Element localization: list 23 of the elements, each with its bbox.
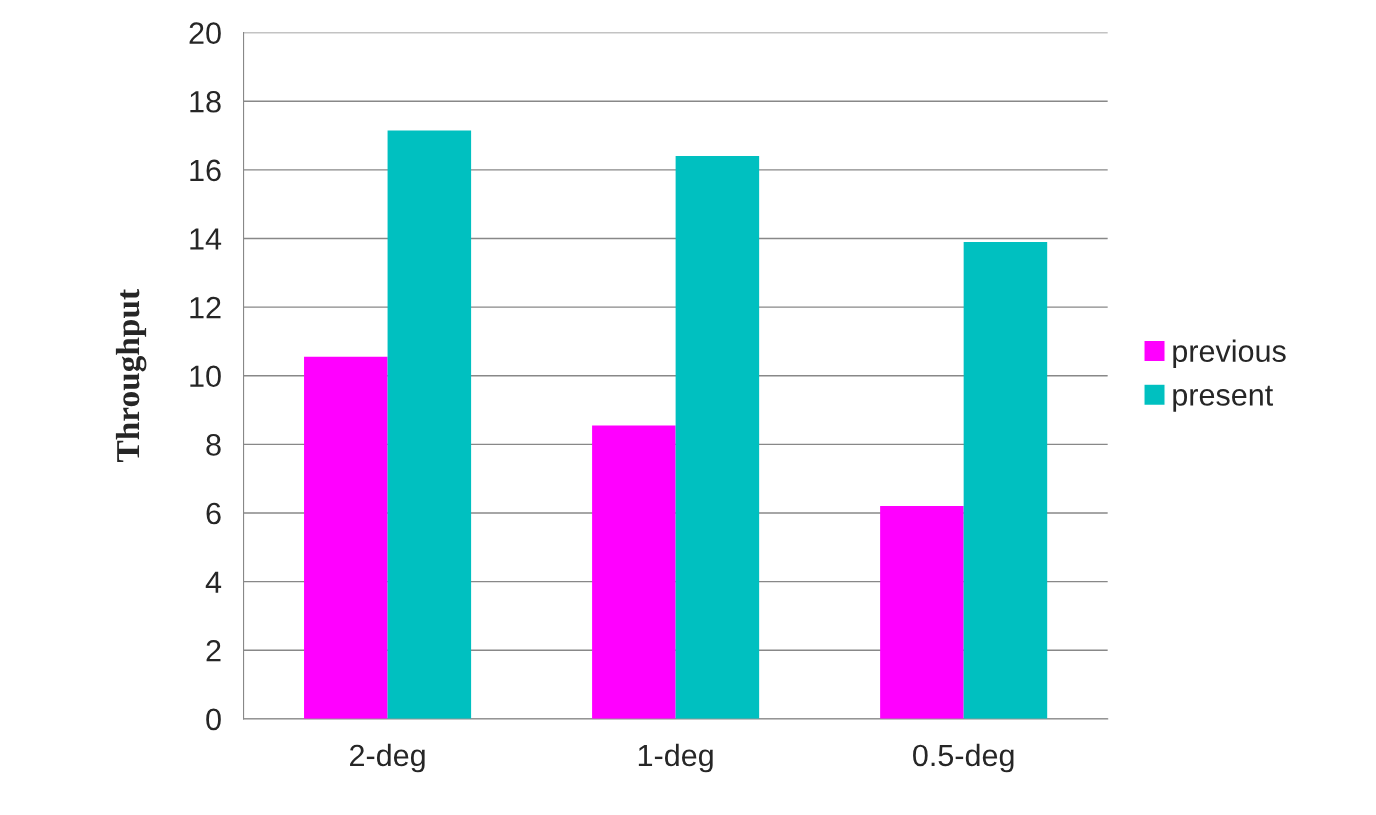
bar: [963, 241, 1048, 719]
y-tick-label: 6: [206, 502, 221, 525]
y-tick-label: 4: [205, 571, 222, 593]
bar: [592, 425, 676, 719]
y-tick-label: 14: [190, 228, 222, 250]
bar: [304, 356, 388, 719]
legend-label: present: [1173, 385, 1274, 412]
y-tick-label: 12: [190, 296, 221, 319]
y-axis-title: Throughput: [115, 289, 147, 462]
y-tick-label: 16: [190, 159, 221, 182]
legend-label: previous: [1173, 339, 1286, 369]
y-tick-label: 0: [206, 708, 221, 731]
x-tick-label: 2-deg: [350, 743, 425, 773]
bar: [675, 156, 760, 719]
y-tick-label: 10: [190, 365, 221, 388]
y-tick-label: 20: [189, 22, 221, 44]
bar: [387, 130, 472, 719]
x-tick-label: 0.5-deg: [913, 743, 1014, 773]
bar: [880, 506, 964, 719]
y-tick-label: 8: [206, 434, 221, 456]
y-tick-label: 18: [190, 90, 221, 113]
y-tick-label: 2: [206, 639, 221, 662]
x-tick-label: 1-deg: [638, 743, 713, 773]
